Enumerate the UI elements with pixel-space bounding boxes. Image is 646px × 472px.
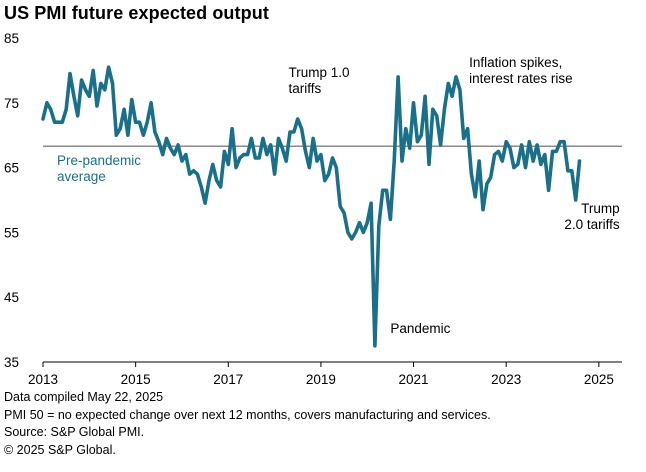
y-tick-label: 45 xyxy=(4,290,19,305)
line-chart: 35 45 55 65 75 85 2013 2015 2017 2019 2021 2023 2025… xyxy=(4,31,622,387)
x-tick-label: 2019 xyxy=(306,372,336,387)
reference-line-label: Pre-pandemic xyxy=(57,153,141,168)
annotation-label: tariffs xyxy=(288,81,321,96)
annotation-label: Pandemic xyxy=(390,321,450,336)
annotation-label: Trump 1.0 xyxy=(288,65,349,80)
annotation-label: Trump xyxy=(581,201,620,216)
x-tick-label: 2017 xyxy=(213,372,243,387)
annotation-label: Inflation spikes, xyxy=(469,55,562,70)
x-tick-label: 2023 xyxy=(491,372,521,387)
y-tick-label: 55 xyxy=(4,225,19,240)
series-line-pmi-future-output xyxy=(41,65,582,348)
x-tick-label: 2015 xyxy=(121,372,151,387)
series-layer xyxy=(41,65,582,348)
footnote-pmi-definition: PMI 50 = no expected change over next 12… xyxy=(4,407,491,422)
x-tick-label: 2021 xyxy=(399,372,429,387)
footnote-copyright: © 2025 S&P Global. xyxy=(4,442,116,457)
annotation-label: 2.0 tariffs xyxy=(564,217,620,232)
footnotes: Data compiled May 22, 2025 PMI 50 = no e… xyxy=(4,389,491,459)
y-tick-label: 35 xyxy=(4,355,19,370)
x-tick-label: 2013 xyxy=(28,372,58,387)
footnote-data-compiled: Data compiled May 22, 2025 xyxy=(4,390,164,404)
y-tick-label: 85 xyxy=(4,31,19,46)
chart-title: US PMI future expected output xyxy=(4,3,269,23)
x-tick-label: 2025 xyxy=(584,372,614,387)
reference-line-label: average xyxy=(57,169,106,184)
y-tick-label: 75 xyxy=(4,96,19,111)
axis-layer: 35 45 55 65 75 85 2013 2015 2017 2019 2021 2023 2025 xyxy=(4,31,622,387)
footnote-source: Source: S&P Global PMI. xyxy=(4,425,145,439)
annotation-label: interest rates rise xyxy=(469,71,573,86)
y-tick-label: 65 xyxy=(4,161,19,176)
